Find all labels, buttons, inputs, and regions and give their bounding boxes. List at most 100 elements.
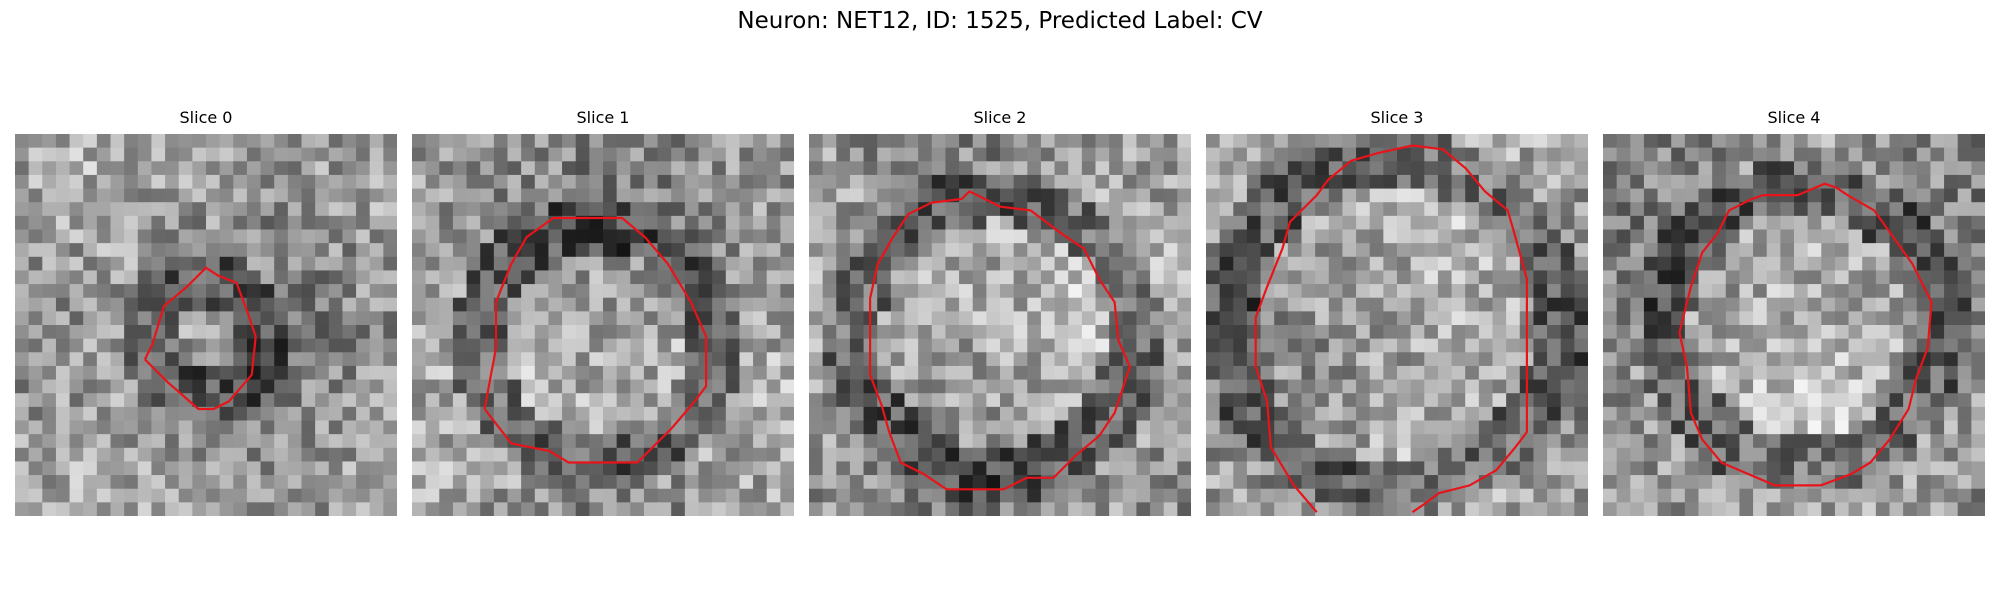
pixel bbox=[1424, 461, 1439, 476]
pixel bbox=[480, 256, 495, 272]
pixel bbox=[1957, 447, 1972, 463]
pixel bbox=[1739, 134, 1754, 149]
pixel bbox=[1328, 379, 1344, 394]
pixel bbox=[1122, 311, 1138, 326]
pixel bbox=[1000, 365, 1015, 381]
pixel bbox=[1712, 434, 1727, 449]
pixel bbox=[206, 147, 221, 162]
pixel bbox=[1136, 488, 1151, 503]
pixel bbox=[1657, 284, 1672, 299]
pixel bbox=[1684, 338, 1700, 353]
pixel bbox=[1040, 229, 1056, 244]
pixel bbox=[110, 134, 125, 149]
pixel bbox=[1369, 270, 1384, 285]
pixel bbox=[246, 161, 262, 176]
pixel bbox=[1233, 311, 1248, 326]
pixel bbox=[1753, 488, 1768, 503]
pixel bbox=[1712, 188, 1727, 203]
pixel bbox=[1369, 202, 1384, 217]
pixel bbox=[809, 161, 824, 176]
pixel bbox=[1122, 393, 1138, 408]
pixel bbox=[766, 243, 781, 258]
pixel bbox=[28, 352, 43, 367]
pixel bbox=[369, 406, 384, 422]
pixel bbox=[575, 161, 590, 176]
pixel bbox=[1780, 270, 1795, 285]
pixel bbox=[28, 325, 43, 340]
pixel bbox=[1013, 147, 1028, 162]
pixel bbox=[643, 393, 659, 408]
pixel bbox=[425, 488, 440, 503]
pixel bbox=[904, 406, 919, 422]
pixel bbox=[1807, 147, 1822, 162]
pixel bbox=[890, 270, 906, 285]
pixel bbox=[643, 352, 659, 367]
pixel bbox=[301, 420, 316, 435]
pixel bbox=[890, 338, 906, 353]
pixel bbox=[110, 379, 125, 394]
pixel bbox=[1054, 256, 1069, 272]
pixel bbox=[1177, 447, 1191, 463]
pixel bbox=[739, 174, 754, 190]
pixel bbox=[1246, 325, 1262, 340]
pixel bbox=[507, 284, 522, 299]
pixel bbox=[412, 475, 427, 490]
pixel bbox=[1397, 365, 1412, 381]
pixel bbox=[1054, 202, 1069, 217]
pixel bbox=[1753, 502, 1768, 516]
pixel bbox=[904, 352, 919, 367]
pixel bbox=[96, 352, 112, 367]
pixel bbox=[1451, 325, 1466, 340]
pixel bbox=[575, 297, 590, 312]
pixel bbox=[671, 174, 686, 190]
pixel bbox=[643, 420, 659, 435]
pixel bbox=[110, 215, 125, 231]
pixel bbox=[1040, 174, 1056, 190]
pixel bbox=[1287, 188, 1303, 203]
pixel bbox=[192, 161, 207, 176]
pixel bbox=[1533, 502, 1548, 516]
pixel bbox=[959, 270, 974, 285]
pixel bbox=[945, 174, 960, 190]
pixel bbox=[1027, 256, 1042, 272]
pixel bbox=[1315, 352, 1330, 367]
pixel bbox=[301, 365, 316, 381]
pixel bbox=[1177, 488, 1191, 503]
pixel bbox=[1903, 420, 1918, 435]
pixel bbox=[890, 134, 906, 149]
pixel bbox=[1519, 461, 1535, 476]
pixel bbox=[1068, 256, 1083, 272]
pixel bbox=[1383, 488, 1398, 503]
pixel bbox=[1397, 174, 1412, 190]
pixel bbox=[1356, 325, 1371, 340]
pixel bbox=[439, 352, 454, 367]
pixel bbox=[739, 488, 754, 503]
pixel bbox=[1698, 202, 1713, 217]
pixel bbox=[822, 338, 837, 353]
pixel bbox=[1848, 475, 1863, 490]
pixel bbox=[1027, 406, 1042, 422]
pixel bbox=[1328, 461, 1344, 476]
pixel bbox=[260, 174, 275, 190]
pixel bbox=[1246, 434, 1262, 449]
pixel bbox=[548, 434, 563, 449]
pixel bbox=[1848, 174, 1863, 190]
pixel bbox=[1246, 134, 1262, 149]
pixel bbox=[809, 352, 824, 367]
pixel bbox=[1342, 461, 1357, 476]
pixel bbox=[383, 475, 397, 490]
pixel bbox=[1478, 447, 1494, 463]
pixel bbox=[1671, 284, 1686, 299]
pixel bbox=[1725, 270, 1741, 285]
pixel bbox=[124, 475, 139, 490]
pixel bbox=[534, 461, 550, 476]
pixel bbox=[178, 284, 193, 299]
pixel bbox=[1712, 202, 1727, 217]
pixel bbox=[931, 420, 947, 435]
pixel bbox=[1574, 325, 1588, 340]
pixel bbox=[287, 475, 303, 490]
pixel bbox=[1519, 229, 1535, 244]
pixel bbox=[15, 147, 30, 162]
pixel bbox=[1630, 147, 1645, 162]
pixel bbox=[986, 488, 1001, 503]
